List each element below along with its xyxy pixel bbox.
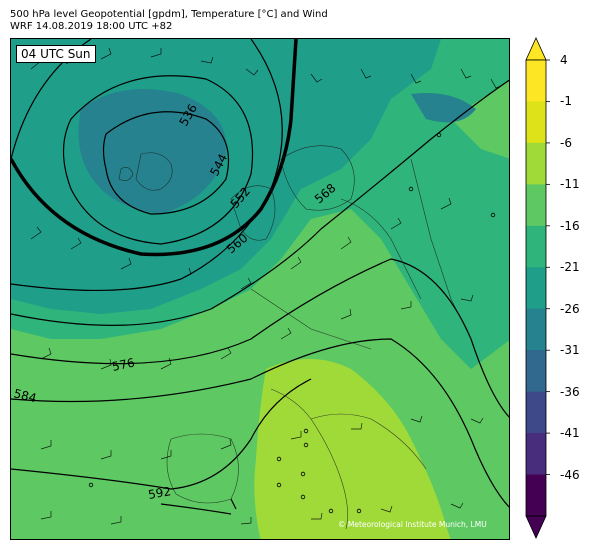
coastlines xyxy=(118,145,472,530)
colorbar-frame xyxy=(525,59,547,517)
colorbar-arrow-bottom xyxy=(525,515,547,539)
colorbar-segment xyxy=(526,101,546,144)
temperature-zone-cold-core xyxy=(78,89,227,214)
copyright-text: © Meteorological Institute Munich, LMU xyxy=(338,520,487,529)
colorbar-tick-label: -26 xyxy=(560,301,580,316)
colorbar-segment xyxy=(526,391,546,434)
city-markers xyxy=(88,132,496,514)
colorbar-tick-label: -1 xyxy=(560,94,572,109)
colorbar-segment xyxy=(526,308,546,351)
colorbar-tick-label: -36 xyxy=(560,384,580,399)
temperature-zone-cold-ne xyxy=(411,93,476,123)
contour-label-592: 592 xyxy=(147,484,172,502)
contour-label-576: 576 xyxy=(111,355,136,373)
colorbar-arrow-top xyxy=(525,37,547,61)
colorbar-tick-label: 4 xyxy=(560,53,568,67)
contour-552-bold xyxy=(11,39,298,257)
chart-title-line2: WRF 14.08.2019 18:00 UTC +82 xyxy=(10,21,173,32)
contour-label-584: 584 xyxy=(12,386,38,405)
colorbar-tick-label: -46 xyxy=(560,467,580,482)
temperature-zone-warm-south xyxy=(254,359,451,539)
contour-536 xyxy=(102,111,230,215)
colorbar-segment xyxy=(526,142,546,185)
contour-568 xyxy=(11,79,509,326)
colorbar-segment xyxy=(526,433,546,476)
contour-544 xyxy=(62,75,254,245)
colorbar-tick-label: -16 xyxy=(560,218,580,233)
colorbar-segment xyxy=(526,350,546,393)
forecast-time-label: 04 UTC Sun xyxy=(16,45,96,63)
weather-map: 536 544 552 560 568 576 584 592 xyxy=(11,39,509,539)
colorbar-tick-label: -41 xyxy=(560,426,580,441)
colorbar-tick-label: -21 xyxy=(560,260,580,275)
colorbar-segment xyxy=(526,267,546,310)
colorbar-segment xyxy=(526,474,546,517)
contour-592-b xyxy=(160,498,237,515)
colorbar-tick-label: -31 xyxy=(560,343,580,358)
colorbar-tick-label: -11 xyxy=(560,177,580,192)
colorbar-segments xyxy=(525,37,550,539)
contour-584 xyxy=(11,338,509,508)
colorbar-segment xyxy=(526,60,546,102)
wind-barbs xyxy=(30,47,502,525)
chart-title-line1: 500 hPa level Geopotential [gpdm], Tempe… xyxy=(10,9,328,20)
colorbar-segment xyxy=(526,184,546,227)
geopotential-contours xyxy=(11,39,509,515)
temperature-colorbar xyxy=(525,37,550,539)
contour-592-a xyxy=(11,378,312,490)
colorbar-tick-label: -6 xyxy=(560,135,572,150)
contour-576 xyxy=(11,258,509,418)
colorbar-segment xyxy=(526,225,546,268)
map-panel: 536 544 552 560 568 576 584 592 xyxy=(10,38,510,540)
